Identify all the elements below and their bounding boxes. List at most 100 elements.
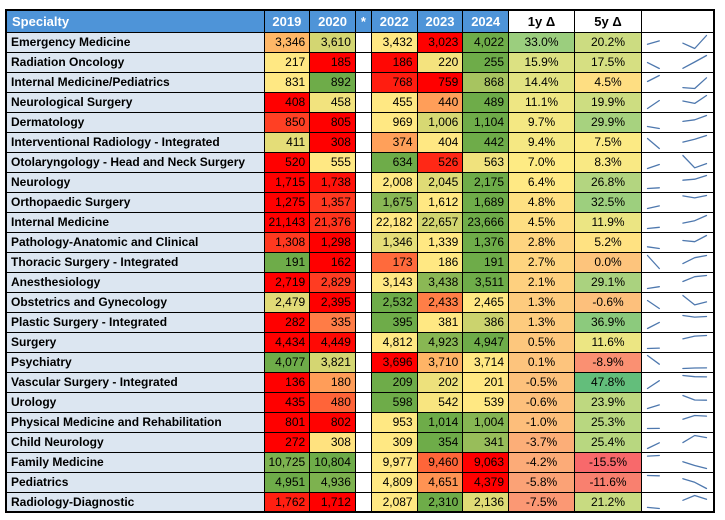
sparkline-cell[interactable] [641,491,715,513]
year-value-cell[interactable]: 1,275 [263,191,311,213]
delta-1y-cell[interactable]: -1.0% [508,411,576,433]
sparkline-cell[interactable] [641,171,715,193]
year-value-cell[interactable]: 442 [462,131,510,153]
year-value-cell[interactable]: 1,689 [462,191,510,213]
year-value-cell[interactable]: 381 [416,311,464,333]
sparkline-cell[interactable] [641,131,715,153]
year-value-cell[interactable]: 4,936 [309,471,356,493]
column-header-2019[interactable]: 2019 [263,9,311,33]
delta-1y-cell[interactable]: 4.5% [508,211,576,233]
column-header-specialty[interactable]: Specialty [5,9,265,33]
sparkline-cell[interactable] [641,471,715,493]
year-value-cell[interactable]: 209 [370,371,418,393]
year-value-cell[interactable]: 563 [462,151,510,173]
gap-2021-cell[interactable] [354,71,372,93]
year-value-cell[interactable]: 3,710 [416,351,464,373]
delta-5y-cell[interactable]: 20.2% [574,31,643,53]
year-value-cell[interactable]: 185 [309,51,356,73]
year-value-cell[interactable]: 4,379 [462,471,510,493]
year-value-cell[interactable]: 3,821 [309,351,356,373]
specialty-cell[interactable]: Obstetrics and Gynecology [5,291,265,313]
specialty-cell[interactable]: Psychiatry [5,351,265,373]
gap-2021-cell[interactable] [354,251,372,273]
year-value-cell[interactable]: 411 [263,131,311,153]
gap-2021-cell[interactable] [354,451,372,473]
delta-5y-cell[interactable]: -11.6% [574,471,643,493]
year-value-cell[interactable]: 542 [416,391,464,413]
year-value-cell[interactable]: 2,136 [462,491,510,513]
year-value-cell[interactable]: 489 [462,91,510,113]
gap-2021-cell[interactable] [354,371,372,393]
year-value-cell[interactable]: 3,346 [263,31,311,53]
specialty-cell[interactable]: Internal Medicine/Pediatrics [5,71,265,93]
year-value-cell[interactable]: 1,357 [309,191,356,213]
year-value-cell[interactable]: 186 [416,251,464,273]
delta-5y-cell[interactable]: 26.8% [574,171,643,193]
sparkline-cell[interactable] [641,351,715,373]
delta-5y-cell[interactable]: -8.9% [574,351,643,373]
specialty-cell[interactable]: Child Neurology [5,431,265,453]
year-value-cell[interactable]: 526 [416,151,464,173]
year-value-cell[interactable]: 4,449 [309,331,356,353]
delta-5y-cell[interactable]: 8.3% [574,151,643,173]
delta-1y-cell[interactable]: 15.9% [508,51,576,73]
gap-2021-cell[interactable] [354,131,372,153]
delta-5y-cell[interactable]: 4.5% [574,71,643,93]
year-value-cell[interactable]: 1,738 [309,171,356,193]
gap-2021-cell[interactable] [354,471,372,493]
sparkline-cell[interactable] [641,151,715,173]
sparkline-cell[interactable] [641,451,715,473]
year-value-cell[interactable]: 1,712 [309,491,356,513]
delta-1y-cell[interactable]: -4.2% [508,451,576,473]
year-value-cell[interactable]: 3,714 [462,351,510,373]
delta-5y-cell[interactable]: 47.8% [574,371,643,393]
specialty-cell[interactable]: Thoracic Surgery - Integrated [5,251,265,273]
year-value-cell[interactable]: 1,346 [370,231,418,253]
year-value-cell[interactable]: 868 [462,71,510,93]
gap-2021-cell[interactable] [354,431,372,453]
year-value-cell[interactable]: 162 [309,251,356,273]
year-value-cell[interactable]: 634 [370,151,418,173]
delta-1y-cell[interactable]: 4.8% [508,191,576,213]
year-value-cell[interactable]: 3,438 [416,271,464,293]
year-value-cell[interactable]: 10,804 [309,451,356,473]
delta-1y-cell[interactable]: 11.1% [508,91,576,113]
year-value-cell[interactable]: 354 [416,431,464,453]
year-value-cell[interactable]: 308 [309,131,356,153]
delta-5y-cell[interactable]: 29.1% [574,271,643,293]
year-value-cell[interactable]: 186 [370,51,418,73]
sparkline-cell[interactable] [641,191,715,213]
specialty-cell[interactable]: Anesthesiology [5,271,265,293]
year-value-cell[interactable]: 4,951 [263,471,311,493]
year-value-cell[interactable]: 4,947 [462,331,510,353]
specialty-cell[interactable]: Plastic Surgery - Integrated [5,311,265,333]
delta-1y-cell[interactable]: 1.3% [508,291,576,313]
sparkline-cell[interactable] [641,391,715,413]
sparkline-cell[interactable] [641,311,715,333]
sparkline-cell[interactable] [641,111,715,133]
year-value-cell[interactable]: 1,104 [462,111,510,133]
year-value-cell[interactable]: 1,004 [462,411,510,433]
gap-2021-cell[interactable] [354,111,372,133]
year-value-cell[interactable]: 4,812 [370,331,418,353]
delta-1y-cell[interactable]: -3.7% [508,431,576,453]
year-value-cell[interactable]: 3,511 [462,271,510,293]
year-value-cell[interactable]: 2,465 [462,291,510,313]
year-value-cell[interactable]: 802 [309,411,356,433]
column-header-5y-delta[interactable]: 5y Δ [574,9,643,33]
year-value-cell[interactable]: 435 [263,391,311,413]
column-header-2023[interactable]: 2023 [416,9,464,33]
year-value-cell[interactable]: 173 [370,251,418,273]
delta-1y-cell[interactable]: -5.8% [508,471,576,493]
column-header-2021-note[interactable]: * [354,9,372,33]
year-value-cell[interactable]: 308 [309,431,356,453]
delta-5y-cell[interactable]: 7.5% [574,131,643,153]
year-value-cell[interactable]: 2,433 [416,291,464,313]
year-value-cell[interactable]: 520 [263,151,311,173]
specialty-cell[interactable]: Neurology [5,171,265,193]
year-value-cell[interactable]: 953 [370,411,418,433]
specialty-cell[interactable]: Family Medicine [5,451,265,473]
year-value-cell[interactable]: 2,045 [416,171,464,193]
year-value-cell[interactable]: 1,675 [370,191,418,213]
year-value-cell[interactable]: 10,725 [263,451,311,473]
